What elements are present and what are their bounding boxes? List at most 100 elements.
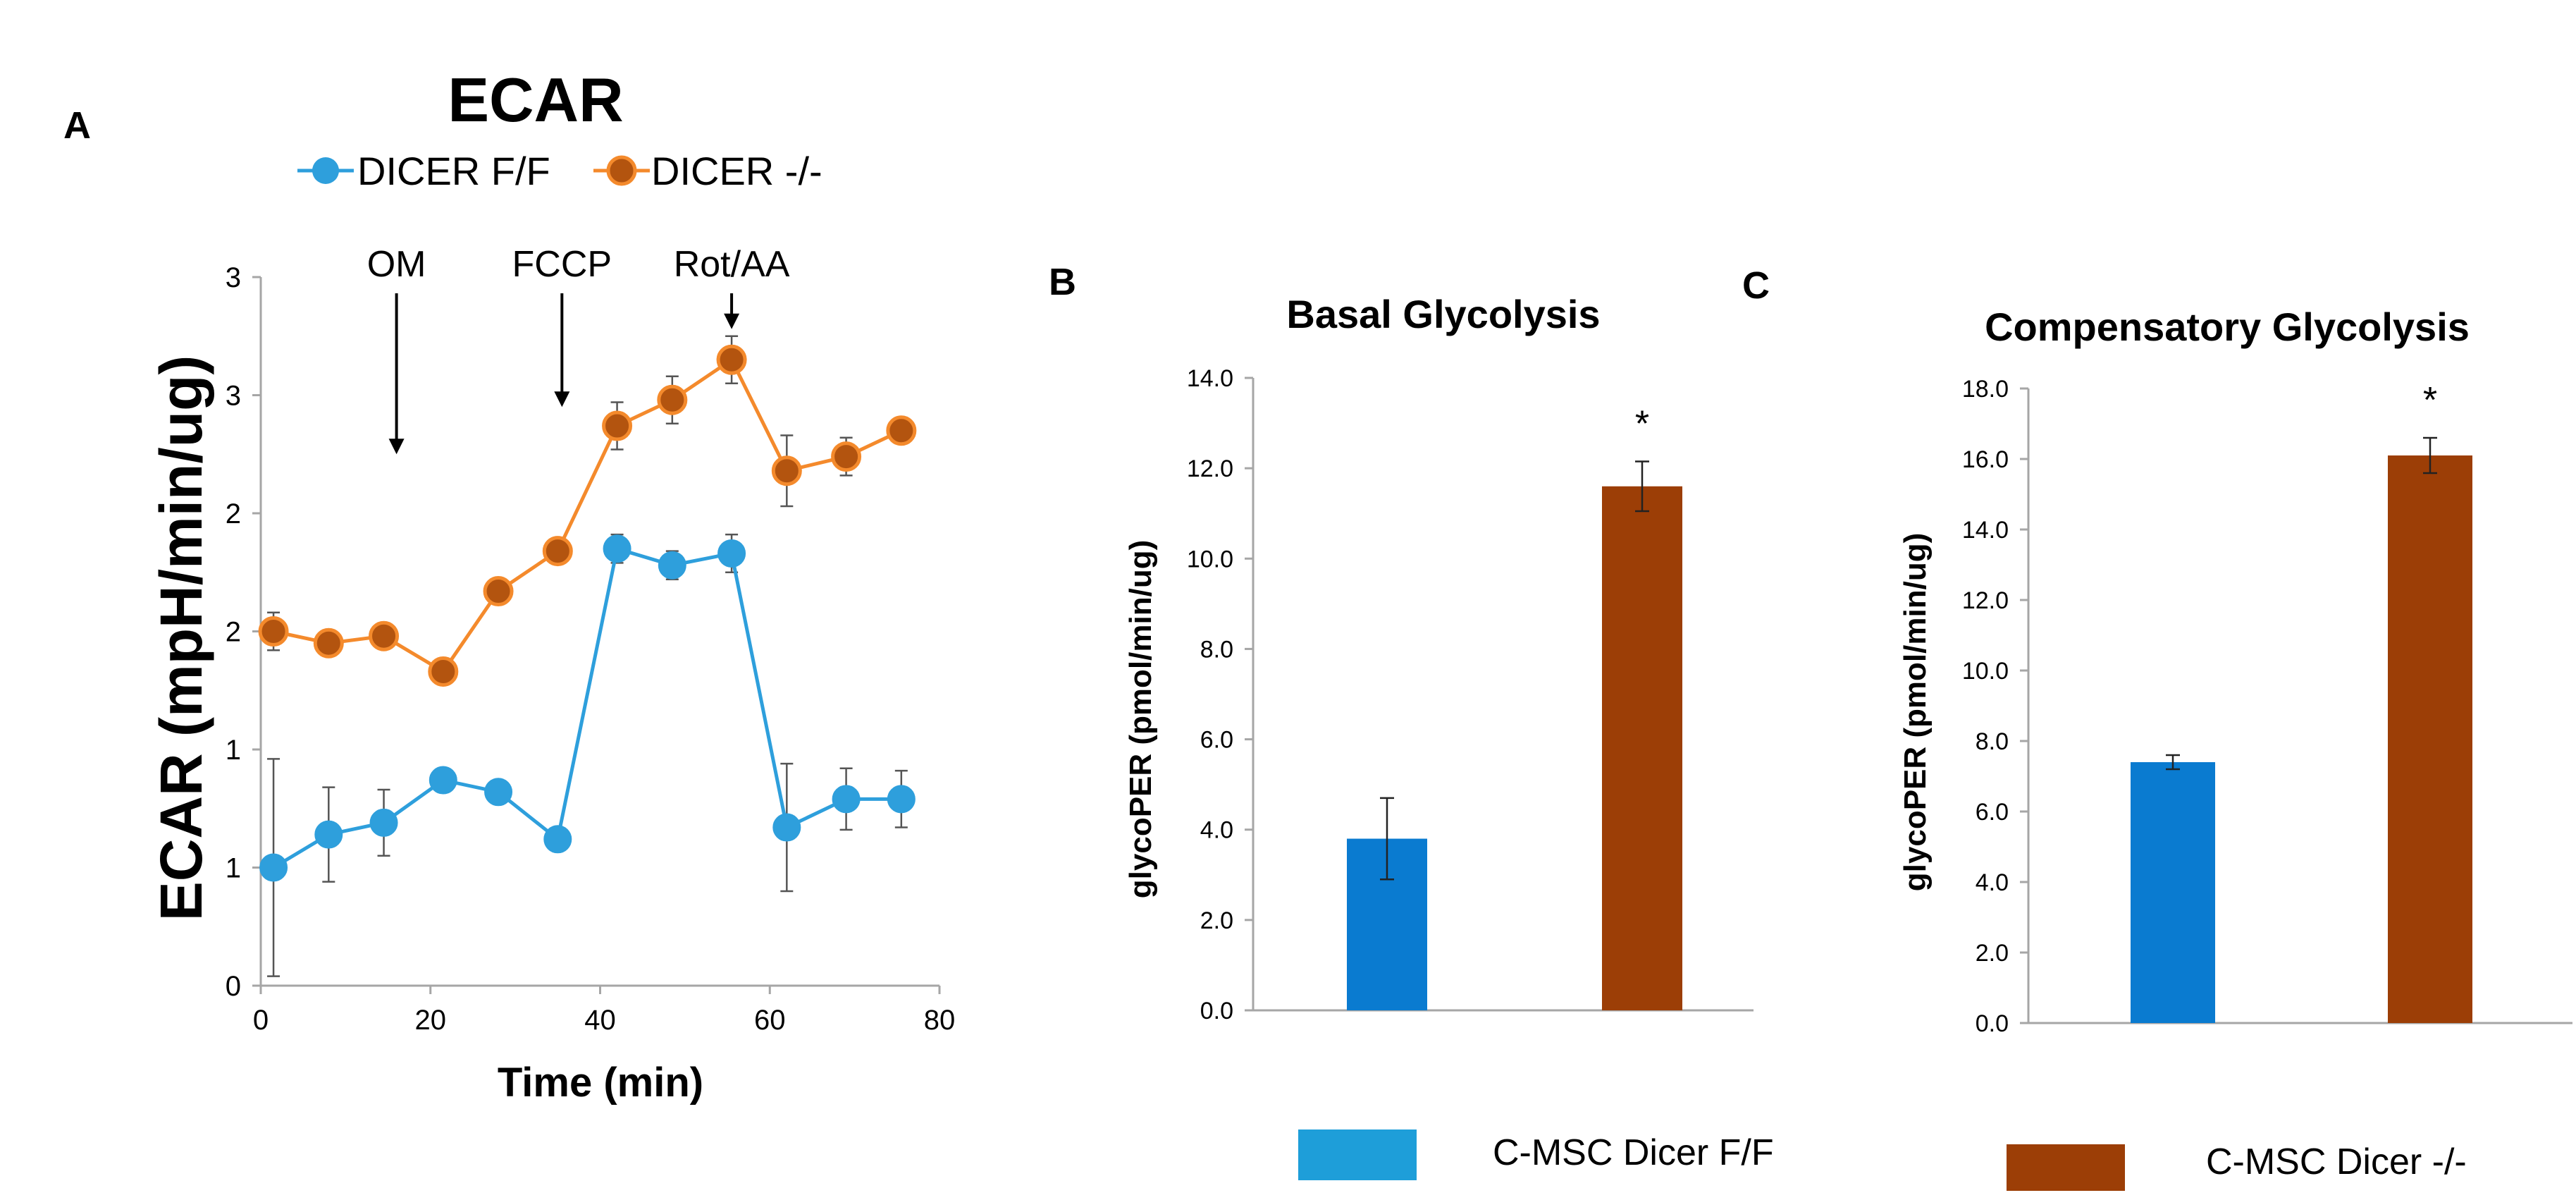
ecar-chart-title: ECAR bbox=[448, 65, 623, 135]
data-point-ko-10 bbox=[831, 441, 862, 472]
data-point-ko-6 bbox=[602, 410, 633, 441]
ecar-y-tick-label: 0 bbox=[226, 971, 241, 1002]
data-point-ko-2 bbox=[369, 620, 400, 651]
data-point-ko-5 bbox=[542, 536, 573, 567]
ecar-injection-annotations: OM FCCP Rot/AA bbox=[367, 244, 790, 455]
data-point-ff-5 bbox=[543, 825, 572, 854]
basal-error-bars bbox=[1380, 460, 1649, 881]
comp-tick-labels: 0.0 2.0 4.0 6.0 8.0 10.0 12.0 14.0 16.0 18.0 bbox=[1962, 376, 2009, 1037]
legend-ko-swatch bbox=[2007, 1144, 2125, 1191]
c-y-tick-label: 4.0 bbox=[1976, 869, 2009, 896]
comp-axes bbox=[2020, 387, 2572, 1024]
ecar-y-tick-label: 1 bbox=[226, 853, 241, 884]
data-point-ff-0 bbox=[259, 853, 288, 882]
ecar-x-tick-label: 60 bbox=[754, 1005, 786, 1036]
data-point-ff-2 bbox=[369, 808, 398, 837]
b-y-tick-label: 14.0 bbox=[1187, 365, 1233, 392]
basal-tick-labels: 0.0 2.0 4.0 6.0 8.0 10.0 12.0 14.0 bbox=[1187, 365, 1233, 1024]
data-point-ff-1 bbox=[314, 820, 343, 849]
injection-arrow-head-0 bbox=[388, 439, 405, 455]
b-y-tick-label: 4.0 bbox=[1200, 817, 1233, 844]
panel-label-b: B bbox=[1049, 261, 1076, 303]
c-y-tick-label: 12.0 bbox=[1962, 587, 2009, 614]
data-point-ff-11 bbox=[887, 785, 916, 814]
b-y-tick-label: 0.0 bbox=[1200, 998, 1233, 1024]
injection-label-1: FCCP bbox=[512, 244, 612, 285]
c-y-tick-label: 6.0 bbox=[1976, 799, 2009, 826]
b-y-tick-label: 8.0 bbox=[1200, 636, 1233, 663]
data-point-ko-0 bbox=[258, 616, 289, 647]
injection-arrow-head-2 bbox=[724, 313, 740, 329]
ecar-y-tick-label: 3 bbox=[226, 381, 241, 412]
c-significance-star-1: * bbox=[2423, 380, 2437, 421]
data-point-ko-11 bbox=[886, 415, 917, 446]
legend-ff-swatch bbox=[1298, 1129, 1417, 1180]
b-bar-1 bbox=[1602, 486, 1682, 1010]
data-point-ko-3 bbox=[428, 656, 459, 687]
ecar-tick-labels: 0 1 1 2 2 3 3 0 20 40 60 80 bbox=[226, 262, 956, 1036]
basal-significance: * bbox=[1635, 404, 1649, 445]
series-line-ko bbox=[273, 357, 902, 674]
basal-y-axis-label: glycoPER (pmol/min/ug) bbox=[1123, 540, 1158, 898]
ecar-x-axis-label: Time (min) bbox=[498, 1060, 703, 1106]
comp-bars bbox=[2131, 455, 2472, 1023]
c-y-tick-label: 10.0 bbox=[1962, 658, 2009, 685]
basal-bars bbox=[1347, 486, 1682, 1010]
ecar-legend: DICER F/F DICER -/- bbox=[297, 149, 822, 193]
b-y-tick-label: 12.0 bbox=[1187, 455, 1233, 482]
legend-ko-label: DICER -/- bbox=[651, 149, 822, 193]
injection-label-2: Rot/AA bbox=[674, 244, 790, 285]
c-bar-1 bbox=[2388, 455, 2472, 1023]
c-y-tick-label: 16.0 bbox=[1962, 446, 2009, 473]
ecar-y-axis-label: ECAR (mpH/min/ug) bbox=[148, 355, 214, 922]
legend-ko-text: C-MSC Dicer -/- bbox=[2206, 1141, 2467, 1182]
ecar-series-lines bbox=[272, 357, 902, 869]
c-y-tick-label: 14.0 bbox=[1962, 517, 2009, 544]
c-y-tick-label: 8.0 bbox=[1976, 728, 2009, 755]
panel-label-c: C bbox=[1742, 264, 1770, 307]
data-point-ko-4 bbox=[483, 576, 514, 607]
ecar-y-tick-label: 3 bbox=[226, 262, 241, 293]
comp-chart-title: Compensatory Glycolysis bbox=[1985, 305, 2470, 349]
c-y-tick-label: 2.0 bbox=[1976, 940, 2009, 967]
ecar-x-tick-label: 40 bbox=[584, 1005, 616, 1036]
panel-label-a: A bbox=[63, 104, 91, 147]
c-y-tick-label: 18.0 bbox=[1962, 376, 2009, 403]
data-point-ko-9 bbox=[771, 455, 802, 486]
legend-ff-text: C-MSC Dicer F/F bbox=[1493, 1132, 1774, 1173]
ecar-data-points bbox=[258, 344, 917, 882]
ecar-x-tick-label: 0 bbox=[253, 1005, 269, 1036]
data-point-ff-10 bbox=[832, 785, 861, 814]
compensatory-glycolysis-chart: C Compensatory Glycolysis glycoPER (pmol… bbox=[1742, 264, 2572, 1037]
data-point-ff-8 bbox=[717, 539, 746, 568]
comp-error-bars bbox=[2166, 436, 2437, 771]
data-point-ff-7 bbox=[658, 551, 686, 580]
data-point-ff-3 bbox=[429, 766, 457, 795]
ecar-line-chart: A ECAR DICER F/F DICER -/- ECAR (mpH/min… bbox=[63, 65, 955, 1106]
basal-chart-title: Basal Glycolysis bbox=[1286, 292, 1600, 336]
data-point-ko-1 bbox=[313, 627, 344, 659]
ecar-x-tick-label: 20 bbox=[415, 1005, 447, 1036]
legend-ff-marker bbox=[312, 157, 339, 184]
c-bar-0 bbox=[2131, 762, 2215, 1023]
ecar-y-tick-label: 2 bbox=[226, 498, 241, 529]
b-significance-star-1: * bbox=[1635, 404, 1649, 445]
series-line-ff bbox=[272, 546, 901, 869]
b-y-tick-label: 10.0 bbox=[1187, 546, 1233, 573]
c-y-tick-label: 0.0 bbox=[1976, 1010, 2009, 1037]
injection-label-0: OM bbox=[367, 244, 426, 285]
bottom-legend: C-MSC Dicer F/F C-MSC Dicer -/- bbox=[1298, 1129, 2467, 1191]
legend-ko-marker bbox=[606, 155, 637, 186]
ecar-error-bars bbox=[267, 335, 908, 977]
data-point-ko-8 bbox=[716, 344, 747, 375]
ecar-y-tick-label: 2 bbox=[226, 617, 241, 648]
ecar-x-tick-label: 80 bbox=[924, 1005, 956, 1036]
data-point-ko-7 bbox=[657, 384, 688, 415]
ecar-axes bbox=[252, 276, 941, 994]
basal-glycolysis-chart: B Basal Glycolysis glycoPER (pmol/min/ug… bbox=[1049, 261, 1754, 1024]
ecar-y-tick-label: 1 bbox=[226, 735, 241, 766]
legend-ff-label: DICER F/F bbox=[357, 149, 550, 193]
comp-significance: * bbox=[2423, 380, 2437, 421]
b-y-tick-label: 2.0 bbox=[1200, 907, 1233, 934]
